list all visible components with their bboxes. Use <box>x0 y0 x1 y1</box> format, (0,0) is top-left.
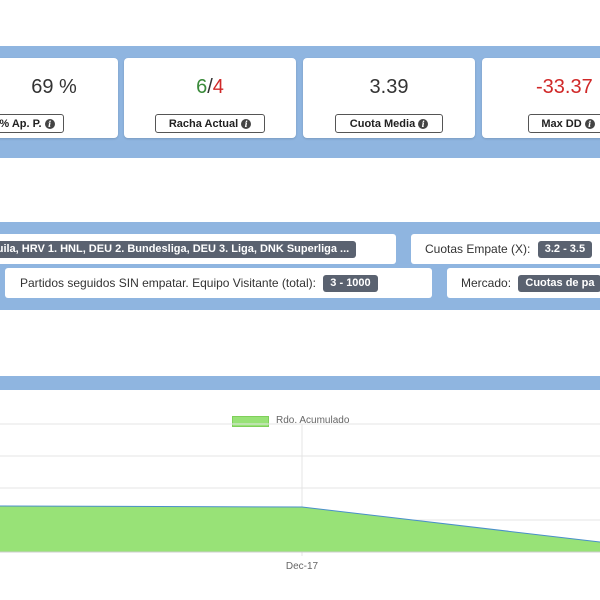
market-chip[interactable]: Cuotas de pa <box>518 275 600 293</box>
streak-losses: 4 <box>212 76 224 98</box>
info-icon[interactable]: i <box>584 119 595 130</box>
away-streak-label: Partidos seguidos SIN empatar. Equipo Vi… <box>20 276 316 290</box>
streak-wins: 6 <box>196 76 208 98</box>
filter-draw-odds[interactable]: Cuotas Empate (X): 3.2 - 3.5 <box>411 234 600 264</box>
stat-value-current-streak: 6/4 <box>124 76 296 99</box>
filter-market[interactable]: Mercado: Cuotas de pa <box>447 268 600 298</box>
away-streak-chip[interactable]: 3 - 1000 <box>323 275 378 293</box>
stat-label-avg-odds[interactable]: Cuota Media i <box>335 114 443 133</box>
filter-leagues[interactable]: guila, HRV 1. HNL, DEU 2. Bundesliga, DE… <box>0 234 396 264</box>
streak-separator: / <box>207 76 213 98</box>
x-tick-label: Dec-17 <box>286 561 319 572</box>
stat-card-win-percent: 69 % % Ap. P. i <box>0 58 118 138</box>
legend-swatch <box>232 416 269 427</box>
stat-card-avg-odds: 3.39 Cuota Media i <box>303 58 475 138</box>
draw-odds-chip[interactable]: 3.2 - 3.5 <box>537 241 593 259</box>
filters-panel: guila, HRV 1. HNL, DEU 2. Bundesliga, DE… <box>0 222 600 310</box>
leagues-chip[interactable]: guila, HRV 1. HNL, DEU 2. Bundesliga, DE… <box>0 241 357 259</box>
series-area-rdo-acumulado <box>0 506 600 552</box>
stat-value-max-drawdown: -33.37 <box>536 76 593 98</box>
stats-panel: 69 % % Ap. P. i 6/4 Racha Actual i 3.39 Cu… <box>0 46 600 158</box>
stat-value-win-percent: 69 % <box>31 76 77 98</box>
info-icon[interactable]: i <box>44 119 55 130</box>
info-icon[interactable]: i <box>418 119 429 130</box>
stat-label-current-streak[interactable]: Racha Actual i <box>155 114 265 133</box>
chart-svg: Dec-17 <box>0 423 600 572</box>
draw-odds-label: Cuotas Empate (X): <box>425 242 531 256</box>
chart-panel: Rdo. Acumulado Dec-17 <box>0 376 600 592</box>
info-icon[interactable]: i <box>241 119 252 130</box>
legend-label: Rdo. Acumulado <box>276 415 350 426</box>
stat-label-max-drawdown[interactable]: Max DD i <box>528 114 600 133</box>
market-label: Mercado: <box>461 276 512 290</box>
stat-value-avg-odds: 3.39 <box>369 76 409 98</box>
filter-away-streak[interactable]: Partidos seguidos SIN empatar. Equipo Vi… <box>5 268 432 298</box>
chart-area: Rdo. Acumulado Dec-17 <box>0 390 600 592</box>
stat-card-current-streak: 6/4 Racha Actual i <box>124 58 296 138</box>
stat-label-win-percent[interactable]: % Ap. P. i <box>0 114 64 133</box>
series-line-rdo-acumulado <box>0 505 600 543</box>
stat-card-max-drawdown: -33.37 Max DD i <box>482 58 600 138</box>
